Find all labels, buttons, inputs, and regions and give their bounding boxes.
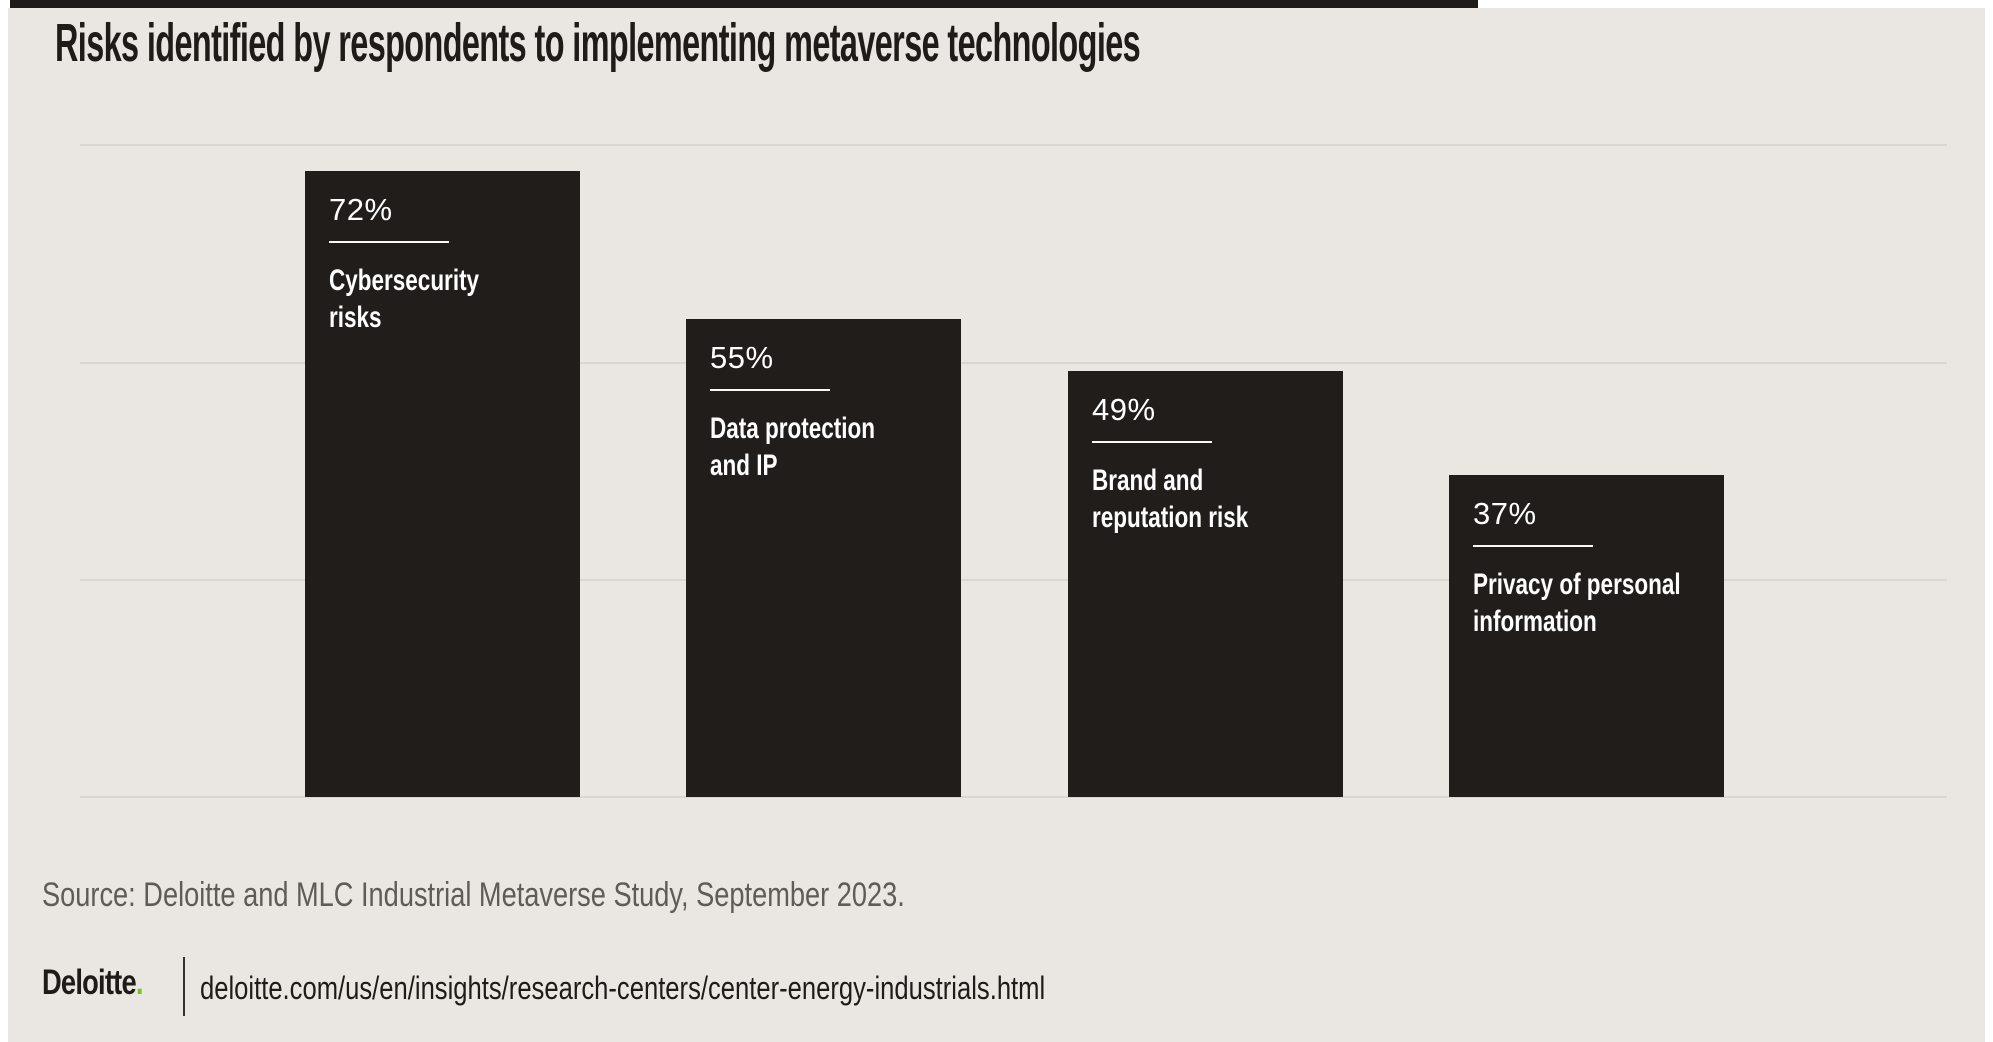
top-accent-bar	[10, 0, 1478, 8]
footer-url: deloitte.com/us/en/insights/research-cen…	[200, 970, 1046, 1006]
bar-category-label: Cybersecurity risks	[329, 264, 480, 335]
deloitte-logo-text: Deloitte	[42, 963, 137, 1002]
bar-value-label: 49%	[1092, 392, 1156, 427]
deloitte-green-dot: .	[135, 963, 144, 1002]
deloitte-logo: Deloitte.	[42, 963, 143, 1003]
bar-value-label: 55%	[710, 340, 774, 375]
bar-value-underline	[710, 389, 830, 392]
bar-data-protection-and-ip: 55% Data protection and IP	[686, 319, 961, 797]
bar-value-underline	[1092, 441, 1212, 444]
bar-category-label: Privacy of personal information	[1473, 568, 1681, 639]
bar-brand-and-reputation-risk: 49% Brand and reputation risk	[1068, 371, 1343, 797]
source-note: Source: Deloitte and MLC Industrial Meta…	[42, 876, 905, 914]
gridline-25	[80, 579, 1947, 581]
bar-value-label: 37%	[1473, 496, 1537, 531]
chart-title: Risks identified by respondents to imple…	[55, 13, 1141, 73]
bar-value-label: 72%	[329, 192, 393, 227]
bar-category-label: Data protection and IP	[710, 412, 876, 483]
bar-value-underline	[329, 241, 449, 244]
footer-divider	[183, 957, 185, 1016]
bar-value-underline	[1473, 545, 1593, 548]
bar-category-label: Brand and reputation risk	[1092, 464, 1249, 535]
bar-privacy-of-personal-information: 37% Privacy of personal information	[1449, 475, 1724, 797]
bar-cybersecurity-risks: 72% Cybersecurity risks	[305, 171, 580, 797]
gridline-0-baseline	[80, 796, 1947, 798]
chart-area: 72% Cybersecurity risks 55% Data protect…	[80, 144, 1947, 798]
gridline-75	[80, 144, 1947, 146]
gridline-50	[80, 362, 1947, 364]
